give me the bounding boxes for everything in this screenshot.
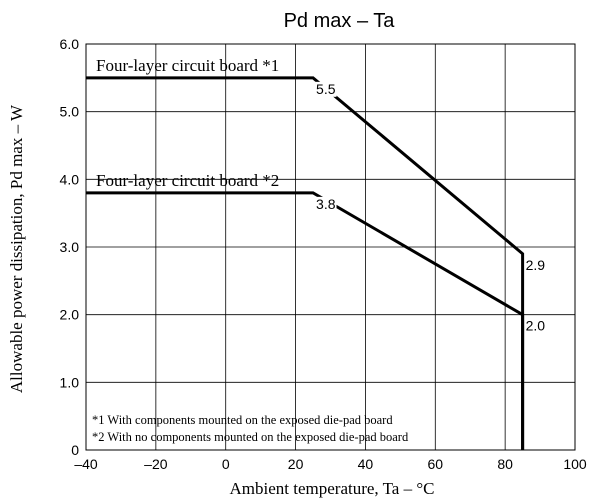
series-line bbox=[86, 191, 525, 450]
value-annotation: 2.9 bbox=[526, 257, 546, 273]
annotation-background bbox=[524, 318, 547, 334]
x-tick-label: 80 bbox=[497, 456, 513, 472]
y-tick-label: 6.0 bbox=[60, 36, 80, 52]
series-layer bbox=[86, 76, 525, 450]
y-tick-labels: 0 1.0 2.0 3.0 4.0 5.0 6.0 bbox=[60, 36, 80, 458]
x-tick-label: –20 bbox=[144, 456, 168, 472]
y-axis-label: Allowable power dissipation, Pd max – W bbox=[7, 104, 26, 393]
x-tick-label: –40 bbox=[74, 456, 98, 472]
grid bbox=[85, 43, 576, 451]
series-label: Four-layer circuit board *2 bbox=[96, 171, 279, 190]
y-tick-label: 5.0 bbox=[60, 104, 80, 120]
value-annotation: 3.8 bbox=[316, 196, 336, 212]
footnotes: *1 With components mounted on the expose… bbox=[92, 413, 409, 444]
annotation-background bbox=[315, 81, 337, 97]
chart-title: Pd max – Ta bbox=[284, 10, 396, 32]
x-tick-label: 40 bbox=[358, 456, 374, 472]
y-tick-label: 0 bbox=[71, 442, 79, 458]
x-tick-label: 100 bbox=[563, 456, 587, 472]
annotation-background bbox=[524, 257, 547, 273]
footnote: *2 With no components mounted on the exp… bbox=[92, 430, 409, 444]
y-tick-label: 4.0 bbox=[60, 171, 80, 187]
x-tick-labels: –40 –20 0 20 40 60 80 100 bbox=[74, 456, 587, 472]
plot-frame bbox=[85, 43, 576, 451]
x-tick-label: 0 bbox=[222, 456, 230, 472]
x-tick-label: 20 bbox=[288, 456, 304, 472]
y-tick-label: 2.0 bbox=[60, 307, 80, 323]
x-tick-label: 60 bbox=[427, 456, 443, 472]
y-tick-label: 3.0 bbox=[60, 239, 80, 255]
value-annotation: 5.5 bbox=[316, 81, 336, 97]
value-annotations: 5.5 3.8 2.9 2.0 bbox=[315, 81, 547, 334]
series-label: Four-layer circuit board *1 bbox=[96, 56, 279, 75]
annotation-background bbox=[315, 196, 337, 212]
y-tick-label: 1.0 bbox=[60, 374, 80, 390]
value-annotation: 2.0 bbox=[526, 318, 546, 334]
series-labels: Four-layer circuit board *1 Four-layer ci… bbox=[96, 56, 279, 190]
x-axis-label: Ambient temperature, Ta – °C bbox=[230, 479, 435, 498]
series-line bbox=[86, 76, 525, 450]
footnote: *1 With components mounted on the expose… bbox=[92, 413, 393, 427]
